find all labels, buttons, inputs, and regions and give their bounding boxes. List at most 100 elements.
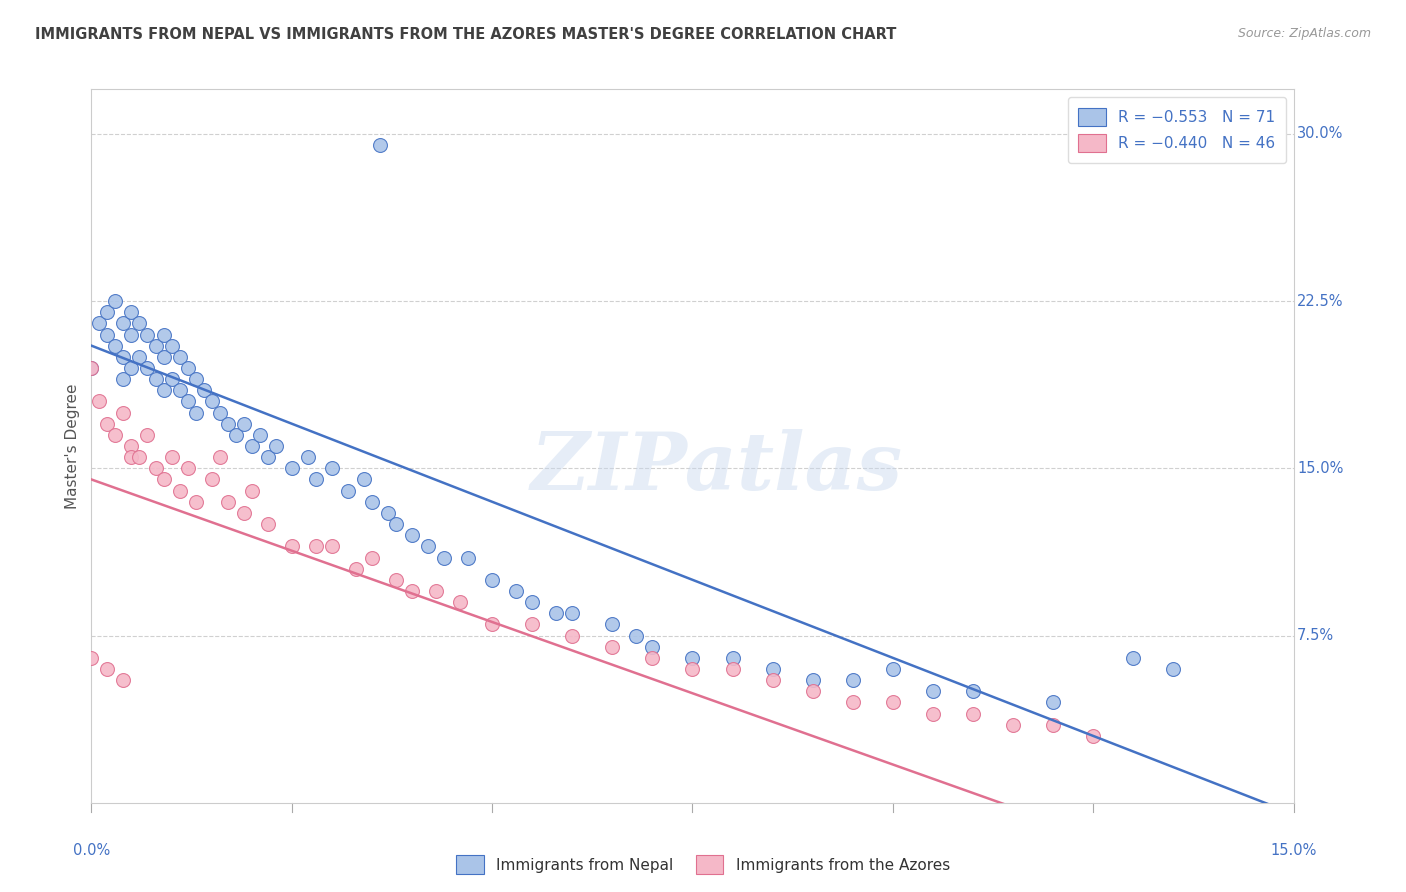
Point [1163,662,1185,676]
Point [281,461,304,475]
Point [281,539,304,553]
Point [385,517,408,532]
Point [353,473,375,487]
Point [112,350,135,364]
Point [256,450,278,465]
Point [681,662,703,676]
Point [762,662,785,676]
Point [240,439,263,453]
Point [152,350,174,364]
Point [962,706,984,721]
Point [89,317,111,331]
Point [1042,696,1064,710]
Point [201,394,224,409]
Point [145,461,167,475]
Point [80,360,103,375]
Point [344,562,367,576]
Point [160,372,183,386]
Point [321,539,343,553]
Text: ZIPatlas: ZIPatlas [530,429,903,506]
Point [96,305,118,319]
Text: 7.5%: 7.5% [1298,628,1334,643]
Point [184,494,207,508]
Point [561,628,583,642]
Point [425,583,447,598]
Point [377,506,399,520]
Point [256,517,278,532]
Y-axis label: Master's Degree: Master's Degree [65,384,80,508]
Point [546,607,568,621]
Point [225,427,247,442]
Point [561,607,583,621]
Text: 0.0%: 0.0% [73,843,110,858]
Point [602,640,624,654]
Point [128,450,150,465]
Point [89,394,111,409]
Point [801,673,824,687]
Point [305,539,328,553]
Point [96,662,118,676]
Point [602,617,624,632]
Point [217,417,239,431]
Point [96,327,118,342]
Point [641,651,664,665]
Point [882,696,904,710]
Point [360,550,382,565]
Point [217,494,239,508]
Point [249,427,271,442]
Point [96,417,118,431]
Point [321,461,343,475]
Point [208,450,231,465]
Point [136,427,159,442]
Point [121,439,143,453]
Point [112,673,135,687]
Text: 15.0%: 15.0% [1298,461,1344,475]
Point [1042,717,1064,731]
Point [626,628,648,642]
Point [505,583,527,598]
Point [176,461,198,475]
Point [721,651,744,665]
Point [762,673,785,687]
Point [922,684,945,698]
Point [104,338,127,352]
Point [184,372,207,386]
Text: 30.0%: 30.0% [1298,127,1344,141]
Point [193,384,215,398]
Point [882,662,904,676]
Point [112,317,135,331]
Point [121,327,143,342]
Legend: Immigrants from Nepal, Immigrants from the Azores: Immigrants from Nepal, Immigrants from t… [450,849,956,880]
Text: IMMIGRANTS FROM NEPAL VS IMMIGRANTS FROM THE AZORES MASTER'S DEGREE CORRELATION : IMMIGRANTS FROM NEPAL VS IMMIGRANTS FROM… [35,27,897,42]
Point [152,384,174,398]
Text: 22.5%: 22.5% [1298,293,1344,309]
Point [121,450,143,465]
Point [169,350,191,364]
Point [145,372,167,386]
Point [841,673,863,687]
Point [481,573,503,587]
Point [176,394,198,409]
Point [112,372,135,386]
Point [104,427,127,442]
Point [176,360,198,375]
Point [641,640,664,654]
Point [128,317,150,331]
Point [457,550,479,565]
Point [201,473,224,487]
Point [481,617,503,632]
Point [305,473,328,487]
Point [112,405,135,420]
Point [152,327,174,342]
Point [522,617,544,632]
Point [416,539,439,553]
Point [152,473,174,487]
Point [401,528,423,542]
Point [136,360,159,375]
Point [433,550,456,565]
Point [297,450,319,465]
Point [80,360,103,375]
Point [145,338,167,352]
Text: Source: ZipAtlas.com: Source: ZipAtlas.com [1237,27,1371,40]
Point [1001,717,1024,731]
